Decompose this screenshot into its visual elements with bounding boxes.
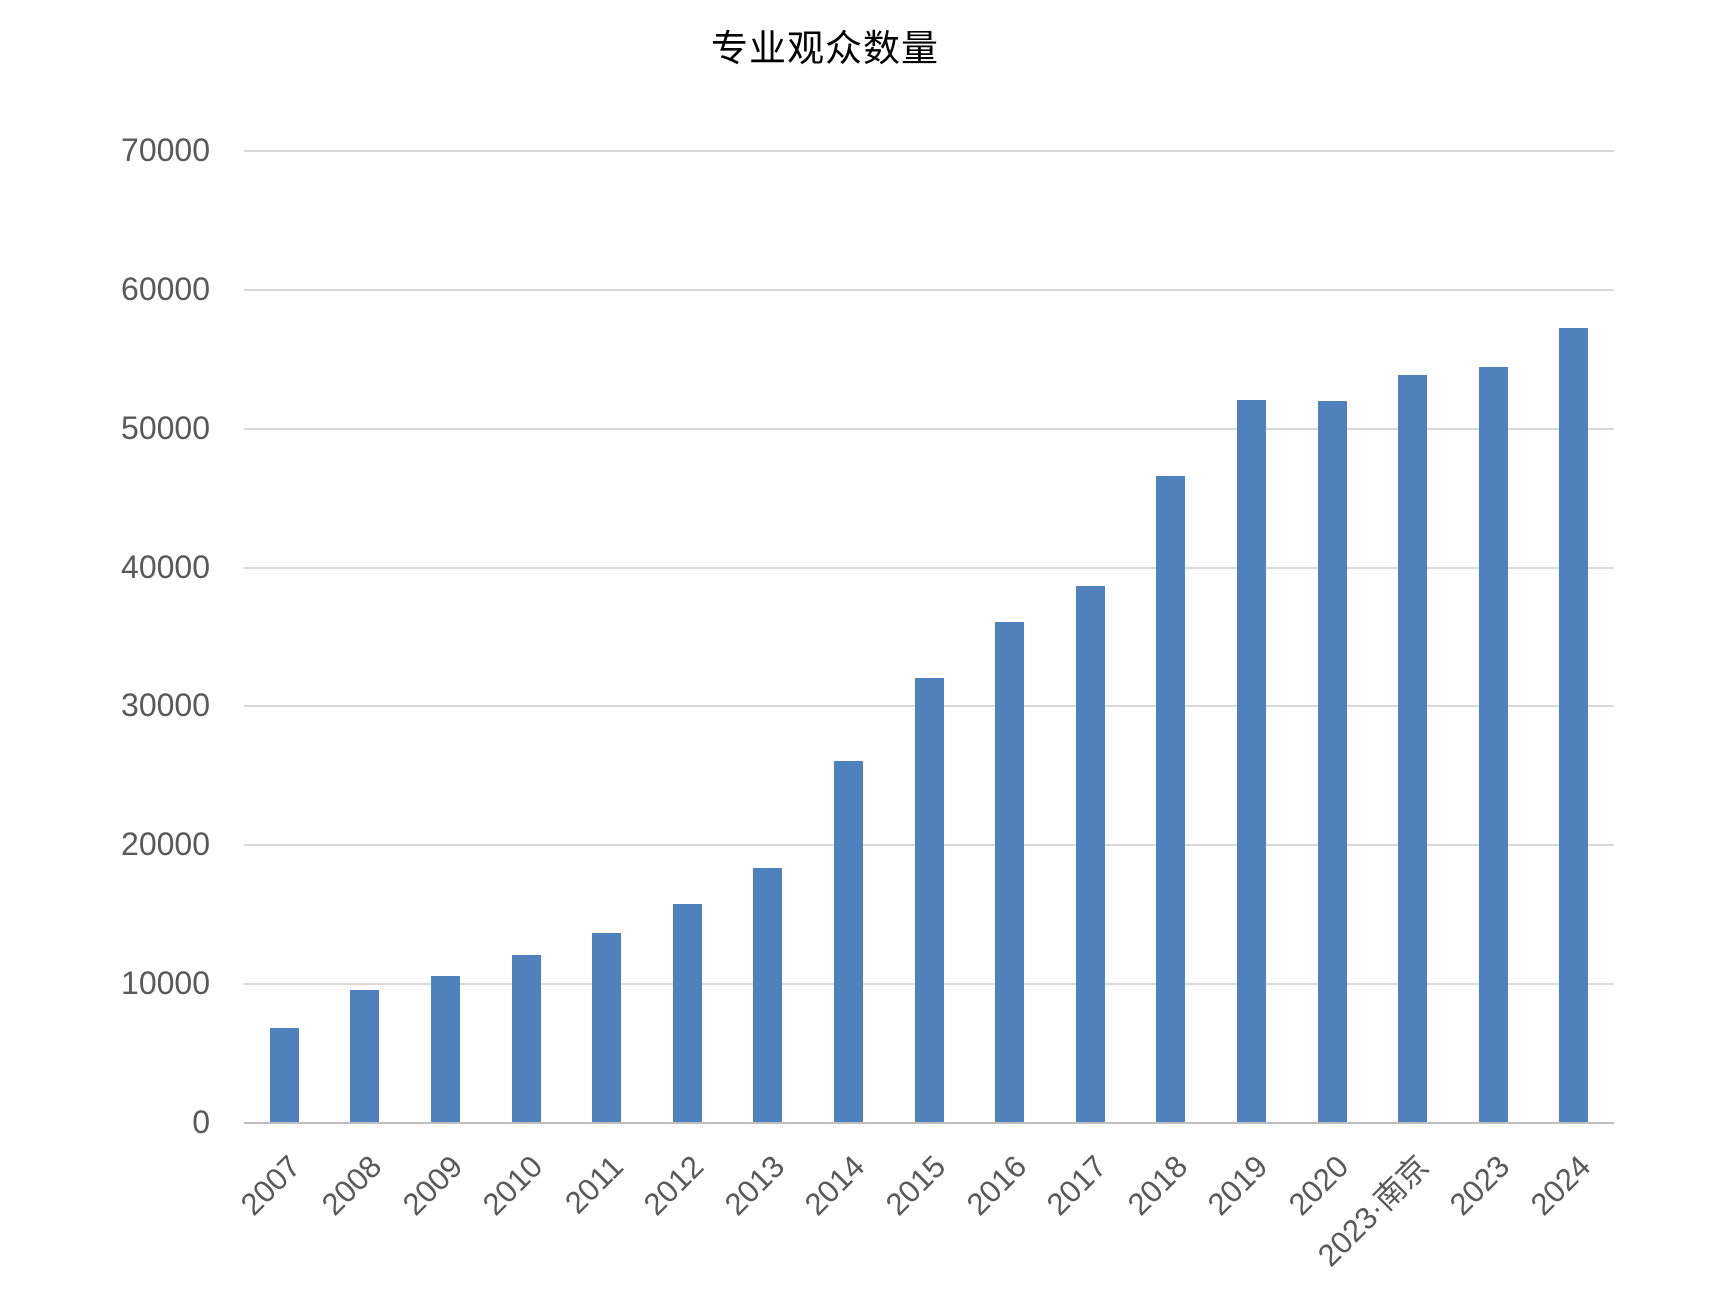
gridline-70000 (244, 150, 1614, 152)
bar-slot-14 (1372, 150, 1453, 1122)
x-tick-label-7: 2014 (798, 1148, 872, 1223)
y-tick-label-20000: 20000 (121, 826, 210, 863)
x-tick-label-6: 2013 (717, 1148, 792, 1223)
x-tick-label-4: 2011 (558, 1148, 630, 1221)
x-tick-label-0: 2007 (234, 1148, 308, 1223)
bar-0 (269, 1027, 299, 1122)
bar-slot-7 (808, 150, 889, 1122)
x-tick-label-16: 2024 (1523, 1148, 1598, 1223)
gridline-60000 (244, 288, 1614, 291)
bar-slot-2 (405, 150, 486, 1122)
bar-16 (1559, 327, 1589, 1122)
y-tick-label-40000: 40000 (121, 548, 210, 585)
bar-slot-11 (1131, 150, 1212, 1122)
bar-slot-16 (1534, 150, 1615, 1122)
bar-1 (350, 990, 380, 1122)
x-axis-line (244, 1122, 1614, 1124)
x-tick-label-15: 2023 (1442, 1148, 1517, 1223)
bar-11 (1156, 476, 1186, 1122)
bar-8 (914, 677, 944, 1122)
bar-slot-15 (1453, 150, 1534, 1122)
bar-slot-10 (1050, 150, 1131, 1122)
bar-slot-3 (486, 150, 567, 1122)
bar-7 (833, 760, 863, 1122)
y-tick-label-30000: 30000 (121, 687, 210, 724)
bar-slot-6 (728, 150, 809, 1122)
x-tick-label-2: 2009 (395, 1148, 469, 1223)
bar-9 (995, 622, 1025, 1122)
y-tick-label-10000: 10000 (121, 965, 210, 1002)
x-tick-label-13: 2020 (1281, 1148, 1356, 1223)
bar-slot-12 (1211, 150, 1292, 1122)
x-tick-label-9: 2016 (959, 1148, 1033, 1223)
bar-slot-0 (244, 150, 325, 1122)
bar-slot-5 (647, 150, 728, 1122)
y-tick-label-0: 0 (192, 1104, 210, 1140)
bar-3 (511, 955, 541, 1122)
bar-5 (672, 904, 702, 1122)
chart-title: 专业观众数量 (711, 28, 939, 69)
y-tick-label-70000: 70000 (121, 132, 210, 168)
bar-15 (1478, 366, 1508, 1122)
bar-6 (753, 867, 783, 1122)
x-tick-label-12: 2019 (1201, 1148, 1275, 1223)
bar-13 (1317, 401, 1347, 1122)
bar-slot-4 (566, 150, 647, 1122)
y-tick-label-50000: 50000 (121, 409, 210, 446)
bar-slot-1 (325, 150, 406, 1122)
gridline-40000 (244, 566, 1614, 569)
y-tick-label-60000: 60000 (121, 270, 210, 307)
bar-slot-9 (969, 150, 1050, 1122)
bars-layer (244, 150, 1614, 1122)
bar-slot-13 (1292, 150, 1373, 1122)
bar-14 (1398, 374, 1428, 1122)
bar-10 (1075, 586, 1105, 1122)
bar-4 (592, 933, 622, 1122)
x-tick-label-3: 2010 (475, 1148, 550, 1223)
x-tick-label-8: 2015 (878, 1148, 953, 1223)
x-tick-label-10: 2017 (1039, 1148, 1114, 1223)
x-tick-label-5: 2012 (637, 1148, 711, 1223)
plot-area (244, 150, 1614, 1124)
x-tick-label-11: 2018 (1120, 1148, 1195, 1223)
y-axis-labels: 0 10000 20000 30000 40000 50000 60000 70000 (0, 0, 210, 1312)
bar-slot-8 (889, 150, 970, 1122)
x-tick-label-1: 2008 (314, 1148, 389, 1223)
gridline-50000 (244, 427, 1614, 430)
bar-12 (1236, 399, 1266, 1122)
bar-2 (430, 976, 460, 1122)
